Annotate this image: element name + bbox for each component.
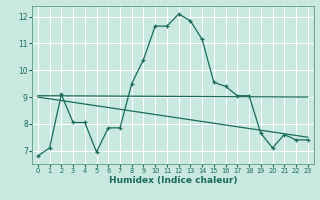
X-axis label: Humidex (Indice chaleur): Humidex (Indice chaleur): [108, 176, 237, 185]
